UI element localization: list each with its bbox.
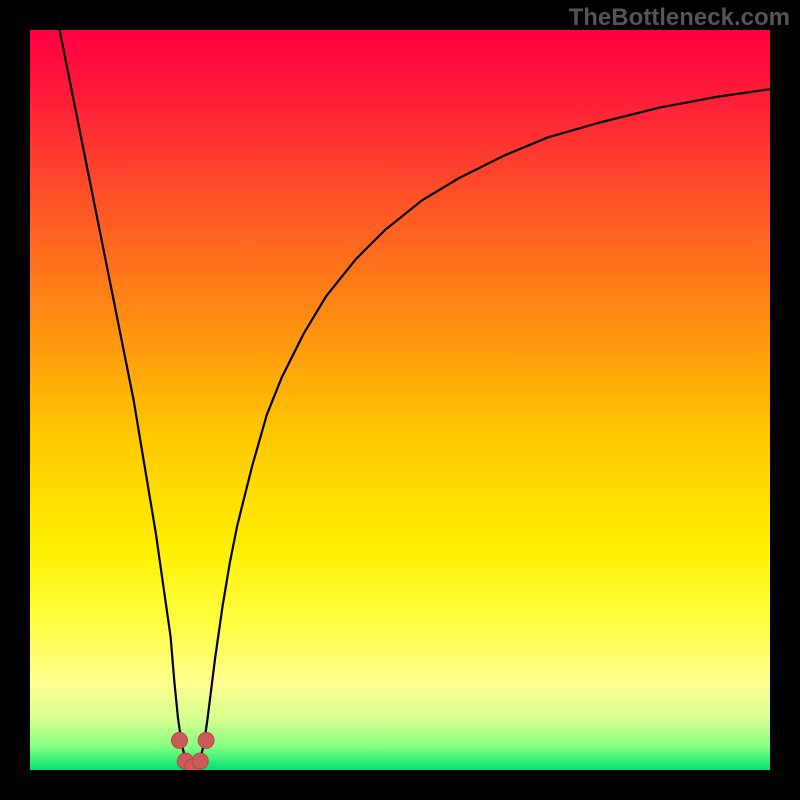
minimum-marker bbox=[198, 732, 214, 748]
gradient-background bbox=[30, 30, 770, 770]
watermark-text: TheBottleneck.com bbox=[569, 4, 790, 32]
minimum-marker bbox=[171, 732, 187, 748]
minimum-marker bbox=[192, 753, 208, 769]
bottleneck-chart bbox=[30, 30, 770, 770]
plot-area bbox=[30, 30, 770, 770]
